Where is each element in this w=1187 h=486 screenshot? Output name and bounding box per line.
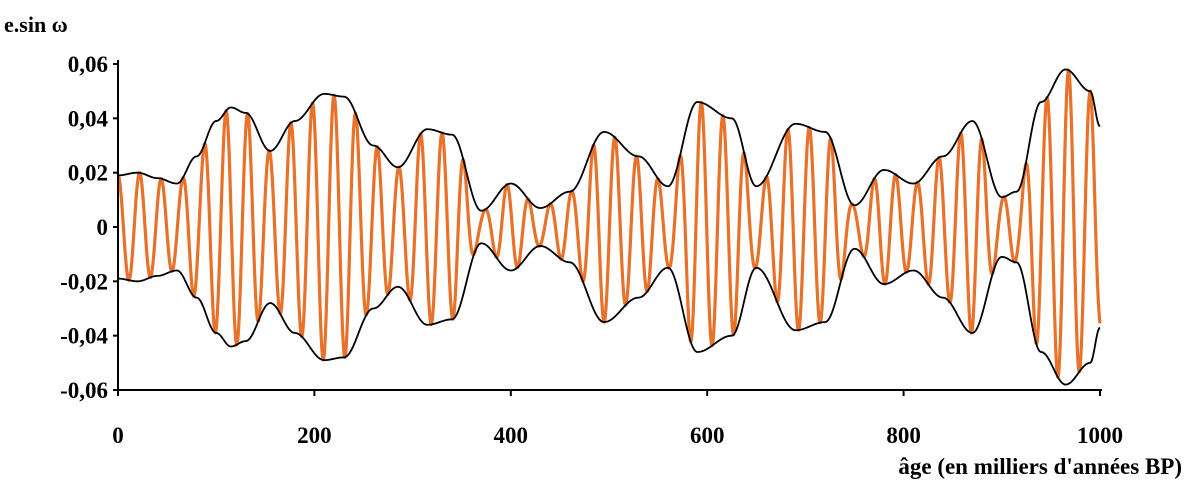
y-tick-label: 0,04 xyxy=(68,106,109,131)
y-tick-label: 0,02 xyxy=(68,161,108,186)
envelope-layer xyxy=(117,68,1101,386)
y-tick-label: -0,02 xyxy=(60,269,108,294)
y-tick-labels: 0,06 0,04 0,02 0 -0,02 -0,04 -0,06 xyxy=(60,52,108,403)
x-tick-labels: 0 200 400 600 800 1000 xyxy=(112,423,1123,448)
upper-envelope xyxy=(117,68,1101,212)
lower-envelope xyxy=(117,242,1101,386)
y-tick-label: 0 xyxy=(97,215,109,240)
x-tick-label: 0 xyxy=(112,423,124,448)
axes-layer xyxy=(113,60,1102,396)
x-tick-label: 800 xyxy=(886,423,921,448)
y-tick-label: 0,06 xyxy=(68,52,108,77)
oscillation-series xyxy=(116,68,1102,379)
oscillation-layer xyxy=(116,68,1102,379)
y-tick-label: -0,06 xyxy=(60,378,108,403)
x-tick-label: 600 xyxy=(690,423,725,448)
x-tick-label: 400 xyxy=(494,423,529,448)
x-tick-label: 1000 xyxy=(1077,423,1123,448)
y-axis-label: e.sin ω xyxy=(4,12,68,37)
x-axis-label: âge (en milliers d'années BP) xyxy=(898,454,1182,479)
x-tick-label: 200 xyxy=(297,423,332,448)
y-tick-label: -0,04 xyxy=(60,324,108,349)
